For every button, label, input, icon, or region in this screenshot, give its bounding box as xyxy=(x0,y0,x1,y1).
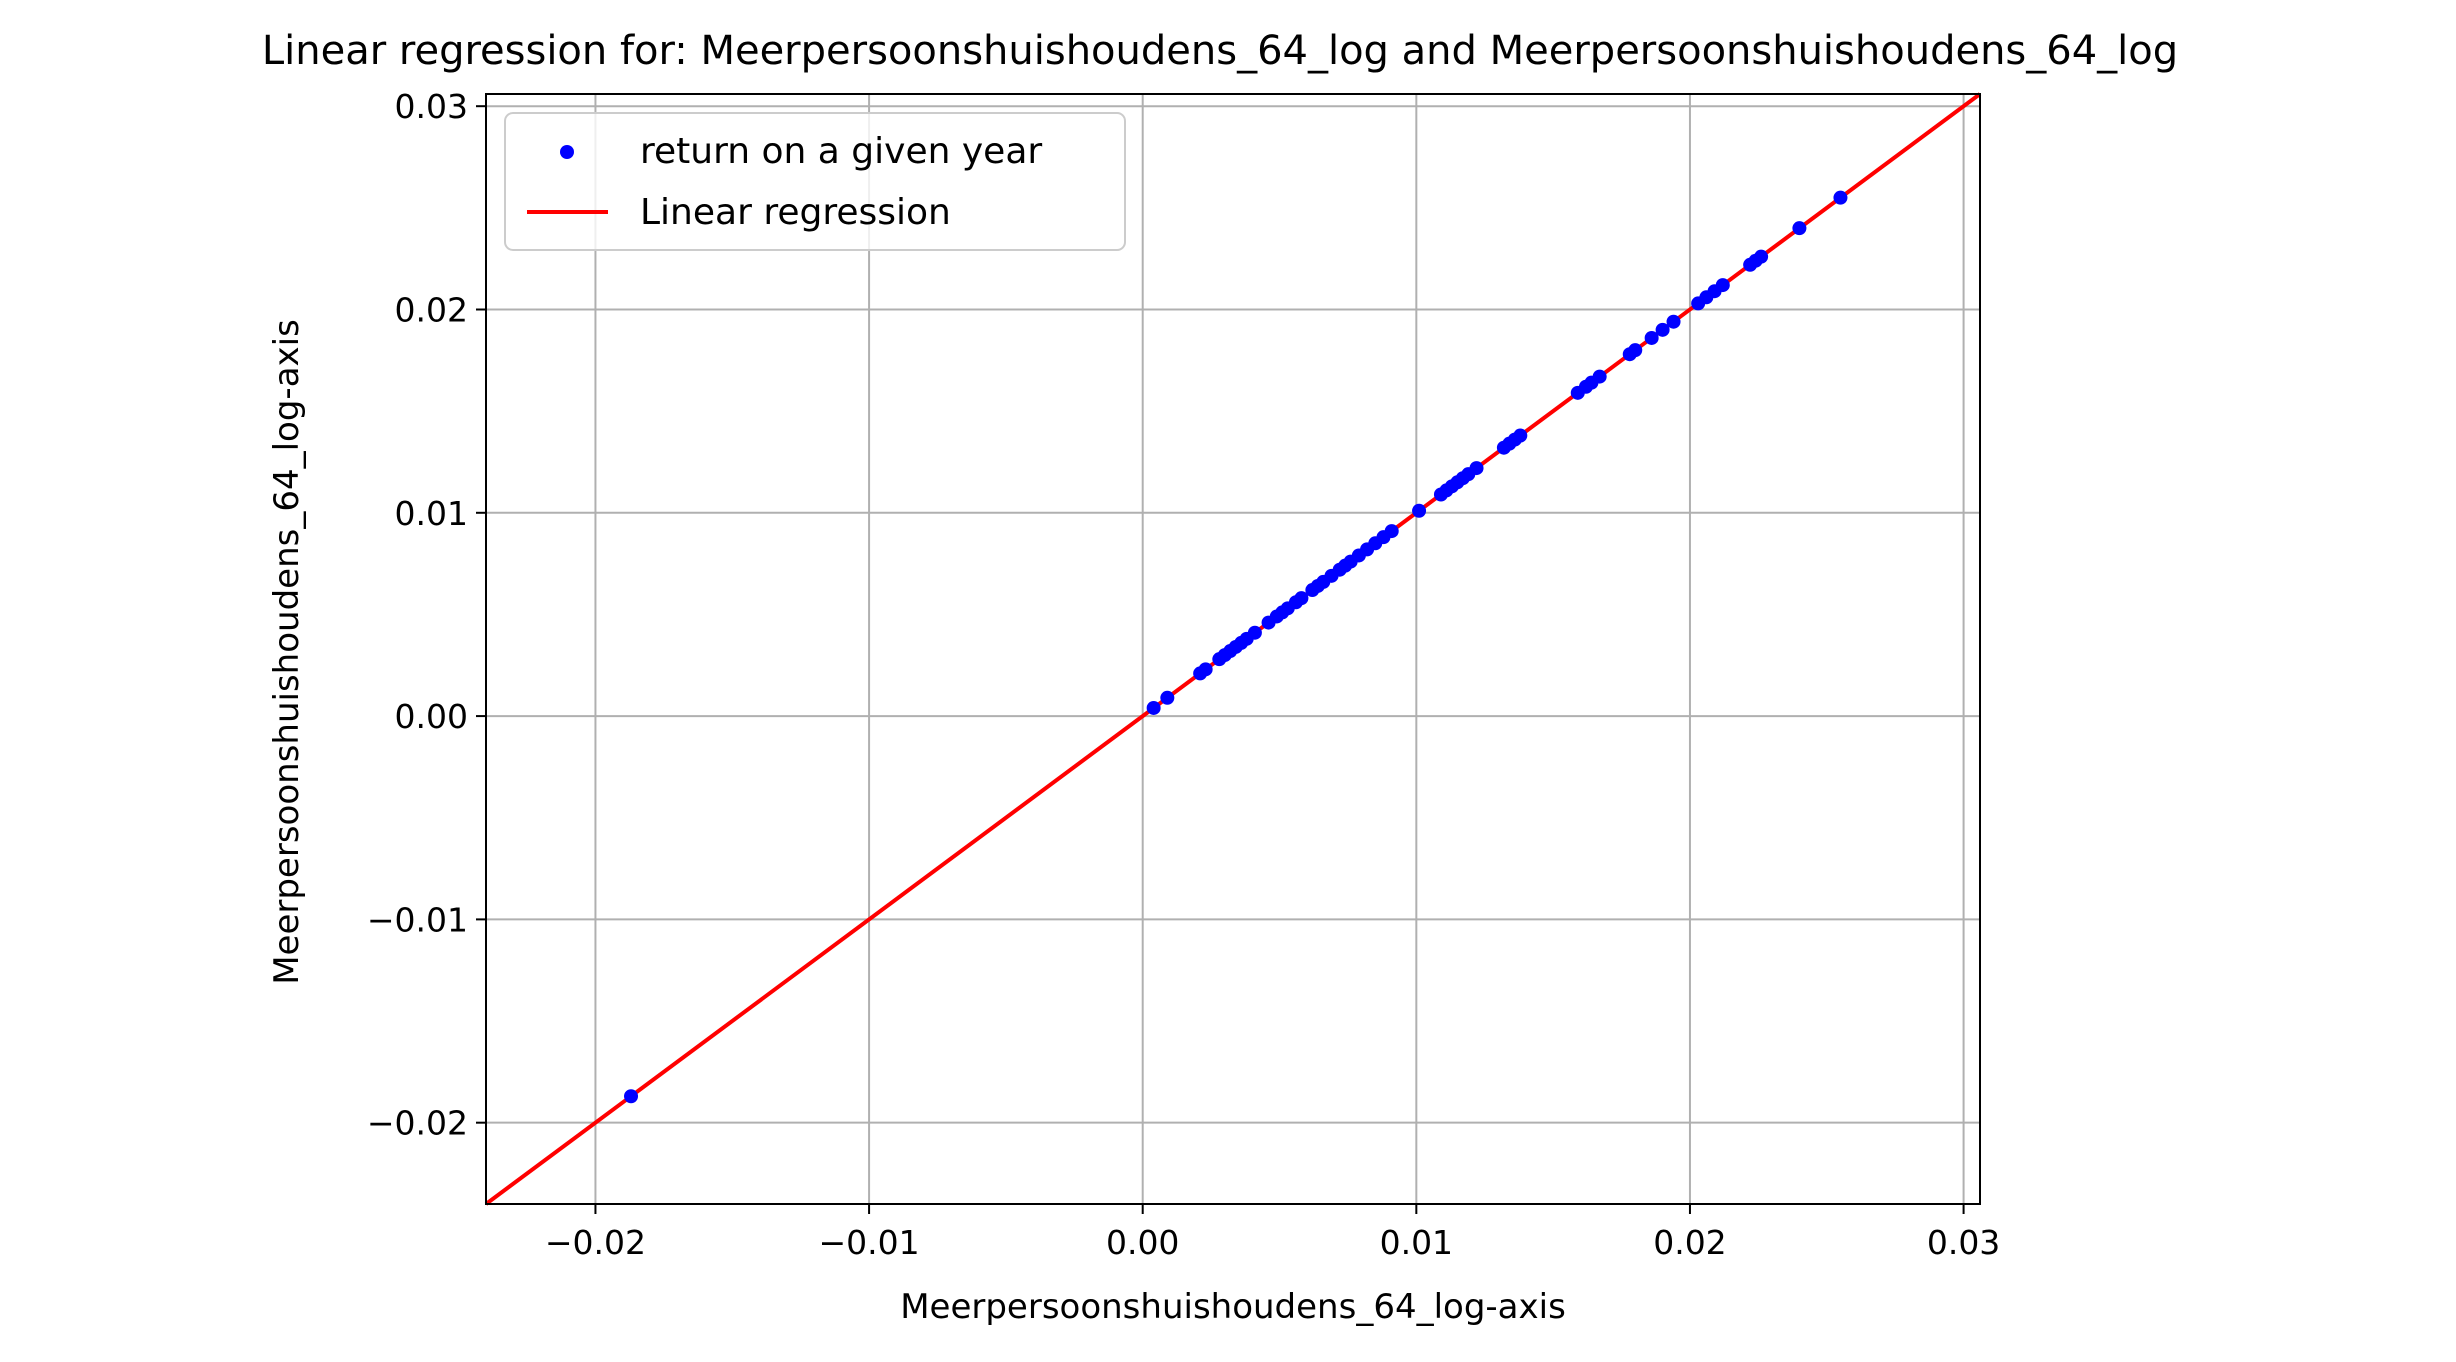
data-point xyxy=(1628,343,1643,358)
x-axis-ticks: −0.02 −0.01 0.00 0.01 0.02 0.03 xyxy=(545,1204,2000,1262)
chart-title: Linear regression for: Meerpersoonshuish… xyxy=(262,28,2178,74)
y-tick-label: 0.03 xyxy=(395,87,468,126)
data-point xyxy=(1644,330,1659,345)
x-tick-label: 0.00 xyxy=(1106,1223,1179,1262)
y-tick-label: 0.02 xyxy=(395,290,468,329)
data-point xyxy=(1469,461,1484,476)
legend: return on a given year Linear regression xyxy=(504,112,1126,251)
x-tick-label: 0.03 xyxy=(1927,1223,2000,1262)
plot-frame xyxy=(485,93,1981,1205)
data-point xyxy=(1384,524,1399,539)
data-point xyxy=(1247,625,1262,640)
data-point xyxy=(1198,662,1213,677)
grid xyxy=(486,94,1980,1204)
data-point xyxy=(624,1089,639,1104)
legend-marker-scatter xyxy=(560,145,574,159)
y-axis-label: Meerpersoonshuishoudens_64_log-axis xyxy=(267,319,307,985)
scatter-points xyxy=(624,190,1848,1104)
data-point xyxy=(1655,322,1670,337)
data-point xyxy=(1666,314,1681,329)
y-tick-label: −0.01 xyxy=(367,900,468,939)
x-tick-label: 0.01 xyxy=(1380,1223,1453,1262)
x-tick-label: −0.02 xyxy=(545,1223,646,1262)
data-point xyxy=(1513,428,1528,443)
data-point xyxy=(1160,690,1175,705)
x-tick-label: −0.01 xyxy=(819,1223,920,1262)
y-tick-label: −0.02 xyxy=(367,1104,468,1143)
x-axis-label: Meerpersoonshuishoudens_64_log-axis xyxy=(900,1287,1566,1327)
data-point xyxy=(1754,249,1769,264)
data-point xyxy=(1715,278,1730,293)
data-point xyxy=(1294,591,1309,606)
data-point xyxy=(1833,190,1848,205)
data-point xyxy=(1146,700,1161,715)
y-tick-label: 0.00 xyxy=(395,697,468,736)
data-point xyxy=(1792,221,1807,236)
data-point xyxy=(1412,503,1427,518)
y-tick-label: 0.01 xyxy=(395,494,468,533)
y-axis-ticks: −0.02 −0.01 0.00 0.01 0.02 0.03 xyxy=(367,87,486,1143)
x-tick-label: 0.02 xyxy=(1653,1223,1726,1262)
data-point xyxy=(1592,369,1607,384)
legend-label-scatter: return on a given year xyxy=(640,131,1042,172)
legend-box xyxy=(504,112,1126,251)
legend-label-line: Linear regression xyxy=(640,192,951,233)
